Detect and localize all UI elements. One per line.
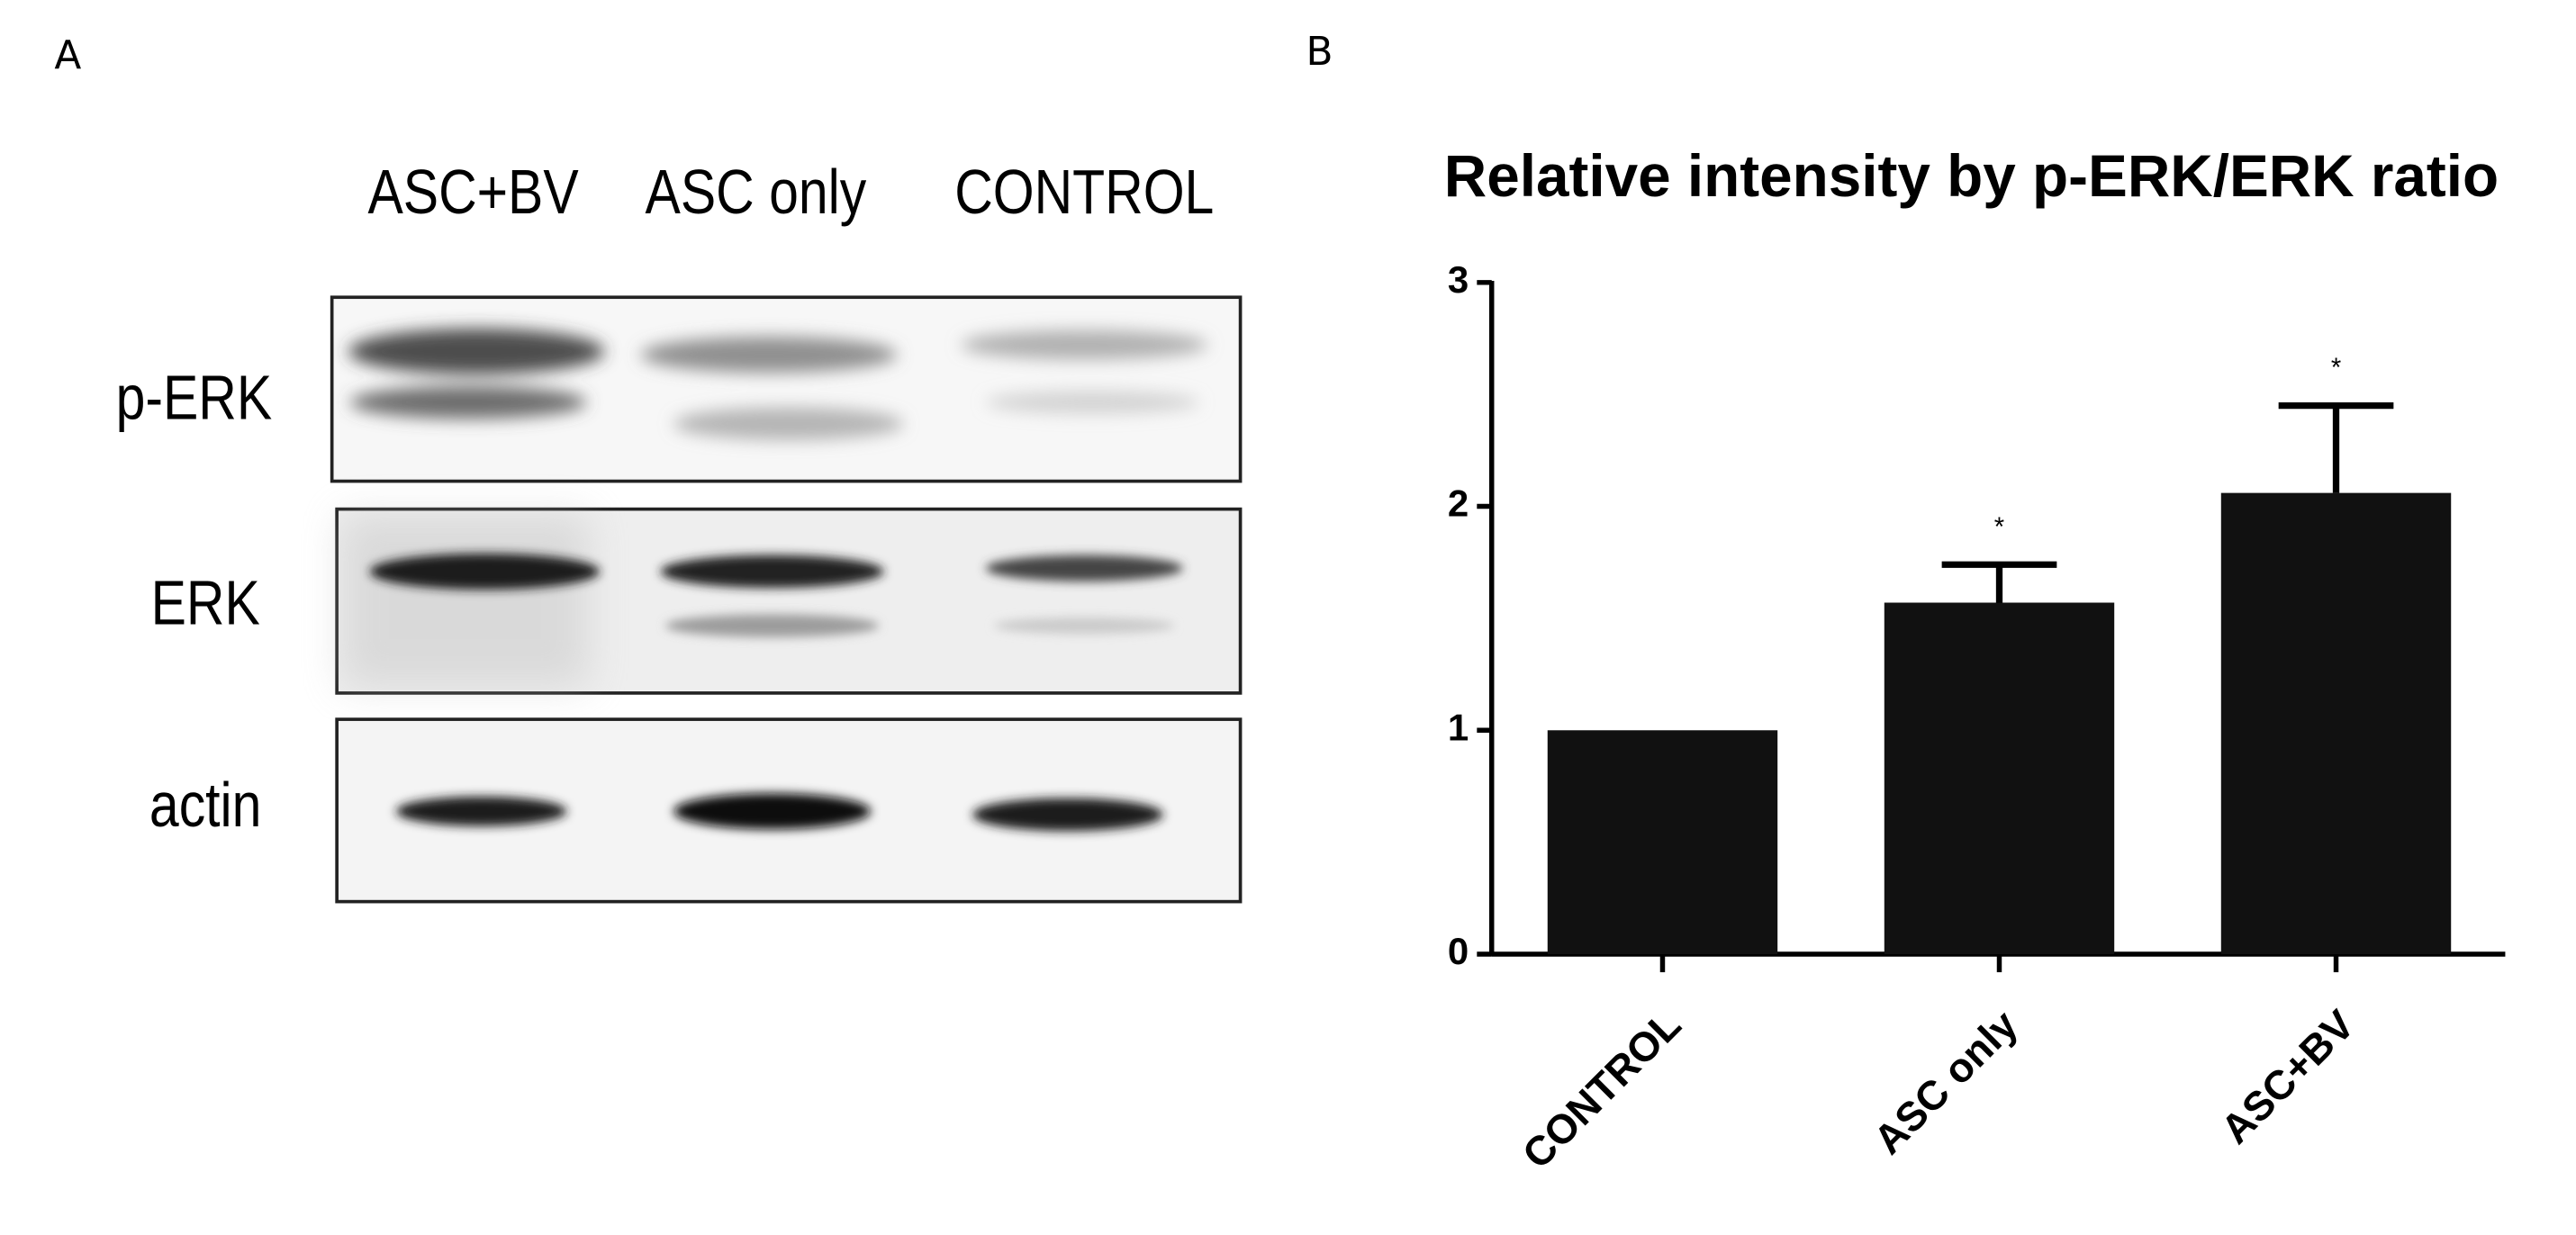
y-tick-label: 3: [1448, 258, 1469, 301]
row-label: ERK: [151, 568, 260, 638]
bar: [1884, 602, 2115, 955]
bar: [1547, 730, 1778, 955]
lane-label: CONTROL: [954, 158, 1214, 228]
significance-marker: *: [2331, 354, 2341, 383]
bar: [2220, 492, 2452, 955]
panel-label: A: [54, 32, 81, 78]
lane-label: ASC+BV: [367, 158, 578, 228]
y-tick-label: 2: [1448, 482, 1469, 525]
row-label: actin: [149, 770, 261, 840]
lane-label: ASC only: [646, 158, 867, 228]
y-tick-label: 1: [1448, 706, 1469, 748]
x-tick-label: CONTROL: [1514, 1002, 1690, 1178]
blot-erk: [335, 507, 1243, 695]
panel-label: B: [1306, 29, 1333, 75]
plot: 0 1 2 3 CONTROL ASC only * ASC+BV *: [1448, 258, 2506, 1177]
y-tick-label: 0: [1448, 930, 1469, 972]
row-label: p-ERK: [116, 363, 273, 433]
x-tick-label: ASC only: [1865, 1001, 2027, 1163]
chart-title: Relative intensity by p-ERK/ERK ratio: [1444, 143, 2499, 209]
blot-p-erk: [330, 295, 1243, 483]
x-tick-label: ASC+BV: [2212, 1001, 2364, 1152]
significance-marker: *: [1994, 513, 2004, 542]
blot-actin: [335, 717, 1243, 904]
